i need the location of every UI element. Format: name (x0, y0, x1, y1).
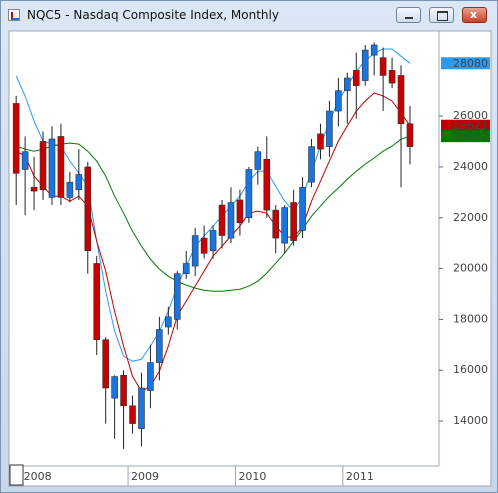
candle-body (173, 273, 181, 320)
candle-body (12, 103, 20, 174)
candle-body (344, 77, 351, 92)
y-tick-label: 20000 (453, 262, 488, 275)
candle-body (317, 133, 324, 150)
candle-body (370, 44, 378, 56)
candle-body (397, 75, 405, 125)
ma-line (16, 135, 411, 292)
axes: 14000 16000 18000 20000 22000 24000 26000 2008 2… (20, 57, 490, 486)
candle-body (182, 263, 190, 274)
candle-body (93, 263, 101, 341)
candle-body (84, 166, 92, 252)
candle-body (281, 207, 288, 244)
candle-body (30, 186, 38, 192)
last-value-box (441, 57, 490, 70)
candle-body (138, 387, 145, 429)
candle-body (227, 202, 235, 239)
candle-body (75, 174, 83, 191)
last-value-label: 25621 (453, 119, 488, 132)
minimize-button[interactable] (396, 7, 421, 23)
candle-body (200, 237, 208, 254)
last-value-label: 25212 (453, 130, 488, 143)
last-value-box (441, 119, 490, 132)
close-button[interactable]: x (462, 7, 487, 23)
candle-body (326, 110, 333, 147)
candle-body (245, 169, 253, 219)
candle-body (156, 329, 163, 363)
plot-area (12, 42, 414, 449)
candle-body (290, 202, 297, 241)
candle-body (352, 70, 360, 86)
window-icon (8, 9, 20, 21)
y-tick-label: 14000 (453, 414, 488, 427)
candle-body (272, 209, 280, 239)
candle-body (308, 146, 315, 183)
candle-body (39, 141, 47, 191)
candle-body (379, 57, 387, 76)
title-bar: NQC5 - Nasdaq Composite Index, Monthly x (1, 1, 497, 29)
last-value-box (441, 130, 490, 143)
candle-body (102, 339, 109, 389)
candle-body (129, 405, 136, 424)
candle-body (111, 376, 118, 399)
scroll-box[interactable] (9, 464, 24, 486)
x-tick-label: 2010 (238, 470, 266, 483)
maximize-button[interactable] (429, 7, 454, 23)
y-tick-label: 26000 (453, 109, 488, 122)
x-tick-label: 2011 (346, 470, 374, 483)
candle-body (299, 186, 306, 231)
chart-background (8, 30, 492, 487)
candle-body (120, 374, 127, 407)
candle-body (218, 204, 226, 236)
y-tick-label: 18000 (453, 312, 488, 325)
candle-body (361, 49, 369, 81)
x-tick-label: 2009 (131, 470, 159, 483)
window-title: NQC5 - Nasdaq Composite Index, Monthly (27, 8, 279, 22)
candle-body (406, 123, 414, 147)
candle-body (263, 159, 271, 211)
candle-body (57, 136, 65, 198)
x-tick-label: 2008 (24, 470, 52, 483)
candle-body (335, 90, 342, 112)
candle-body (147, 362, 154, 391)
y-tick-label: 22000 (453, 211, 488, 224)
last-value-label: 28080 (453, 57, 488, 70)
candle-body (165, 316, 172, 328)
candle-body (191, 235, 199, 267)
candle-body (48, 138, 56, 198)
candle-body (66, 181, 74, 198)
candle-body (209, 230, 217, 252)
candle-body (388, 70, 396, 84)
candle-body (236, 199, 244, 224)
y-tick-label: 16000 (453, 363, 488, 376)
candle-body (254, 151, 262, 170)
candle-body (21, 151, 29, 170)
y-tick-label: 24000 (453, 160, 488, 173)
